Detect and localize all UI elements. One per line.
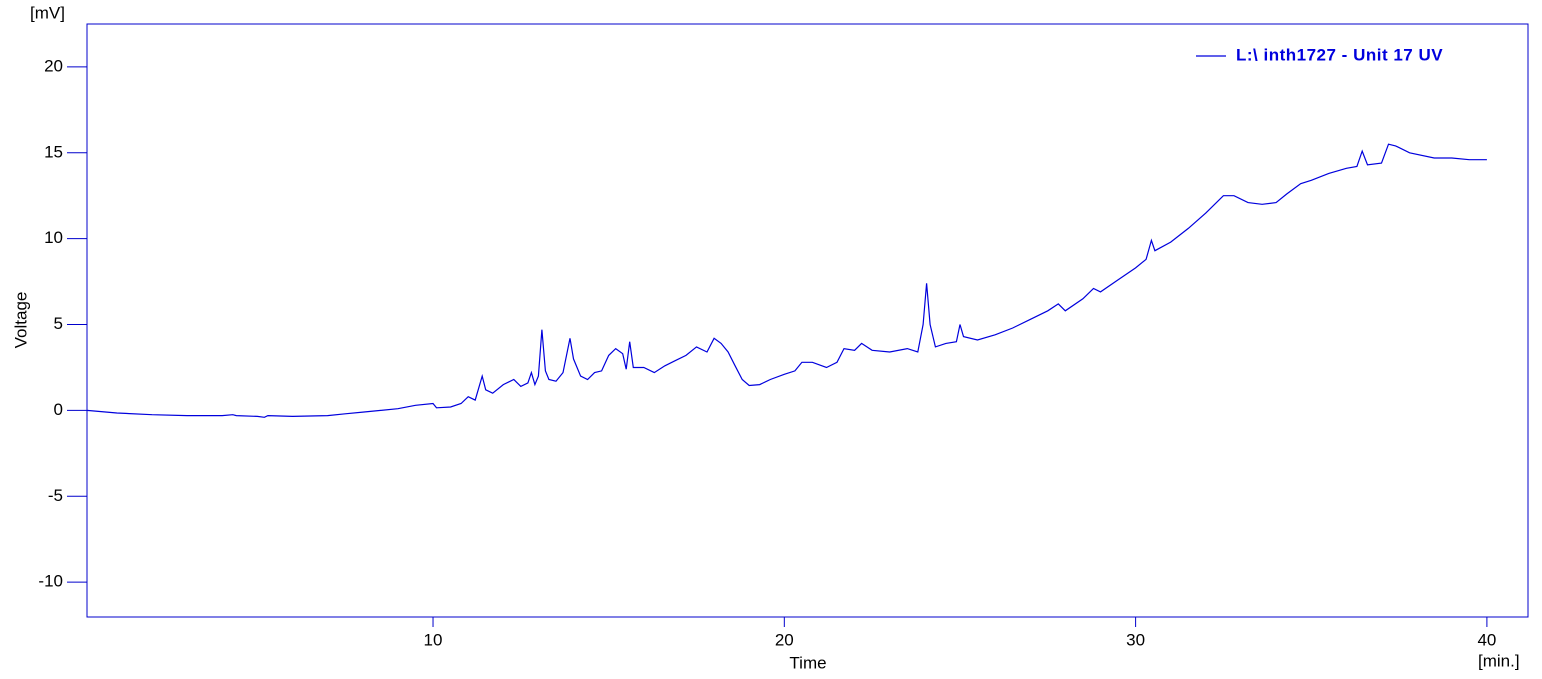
y-tick-label: 0 [54, 400, 63, 419]
x-unit-label: [min.] [1478, 651, 1520, 670]
x-axis-label: Time [789, 653, 826, 672]
x-tick-label: 40 [1477, 630, 1496, 649]
y-tick-label: -5 [48, 486, 63, 505]
y-tick-label: 20 [44, 56, 63, 75]
x-tick-label: 30 [1126, 630, 1145, 649]
y-tick-label: 5 [54, 314, 63, 333]
plot-frame [86, 23, 1529, 618]
y-tick-label: 10 [44, 228, 63, 247]
y-axis-label: Voltage [11, 292, 30, 349]
y-unit-label: [mV] [30, 3, 65, 22]
y-tick-label: 15 [44, 142, 63, 161]
y-tick-label: -10 [38, 572, 63, 591]
x-tick-label: 10 [424, 630, 443, 649]
x-tick-label: 20 [775, 630, 794, 649]
legend-label: L:\ inth1727 - Unit 17 UV [1236, 45, 1443, 64]
data-line [86, 143, 1487, 418]
